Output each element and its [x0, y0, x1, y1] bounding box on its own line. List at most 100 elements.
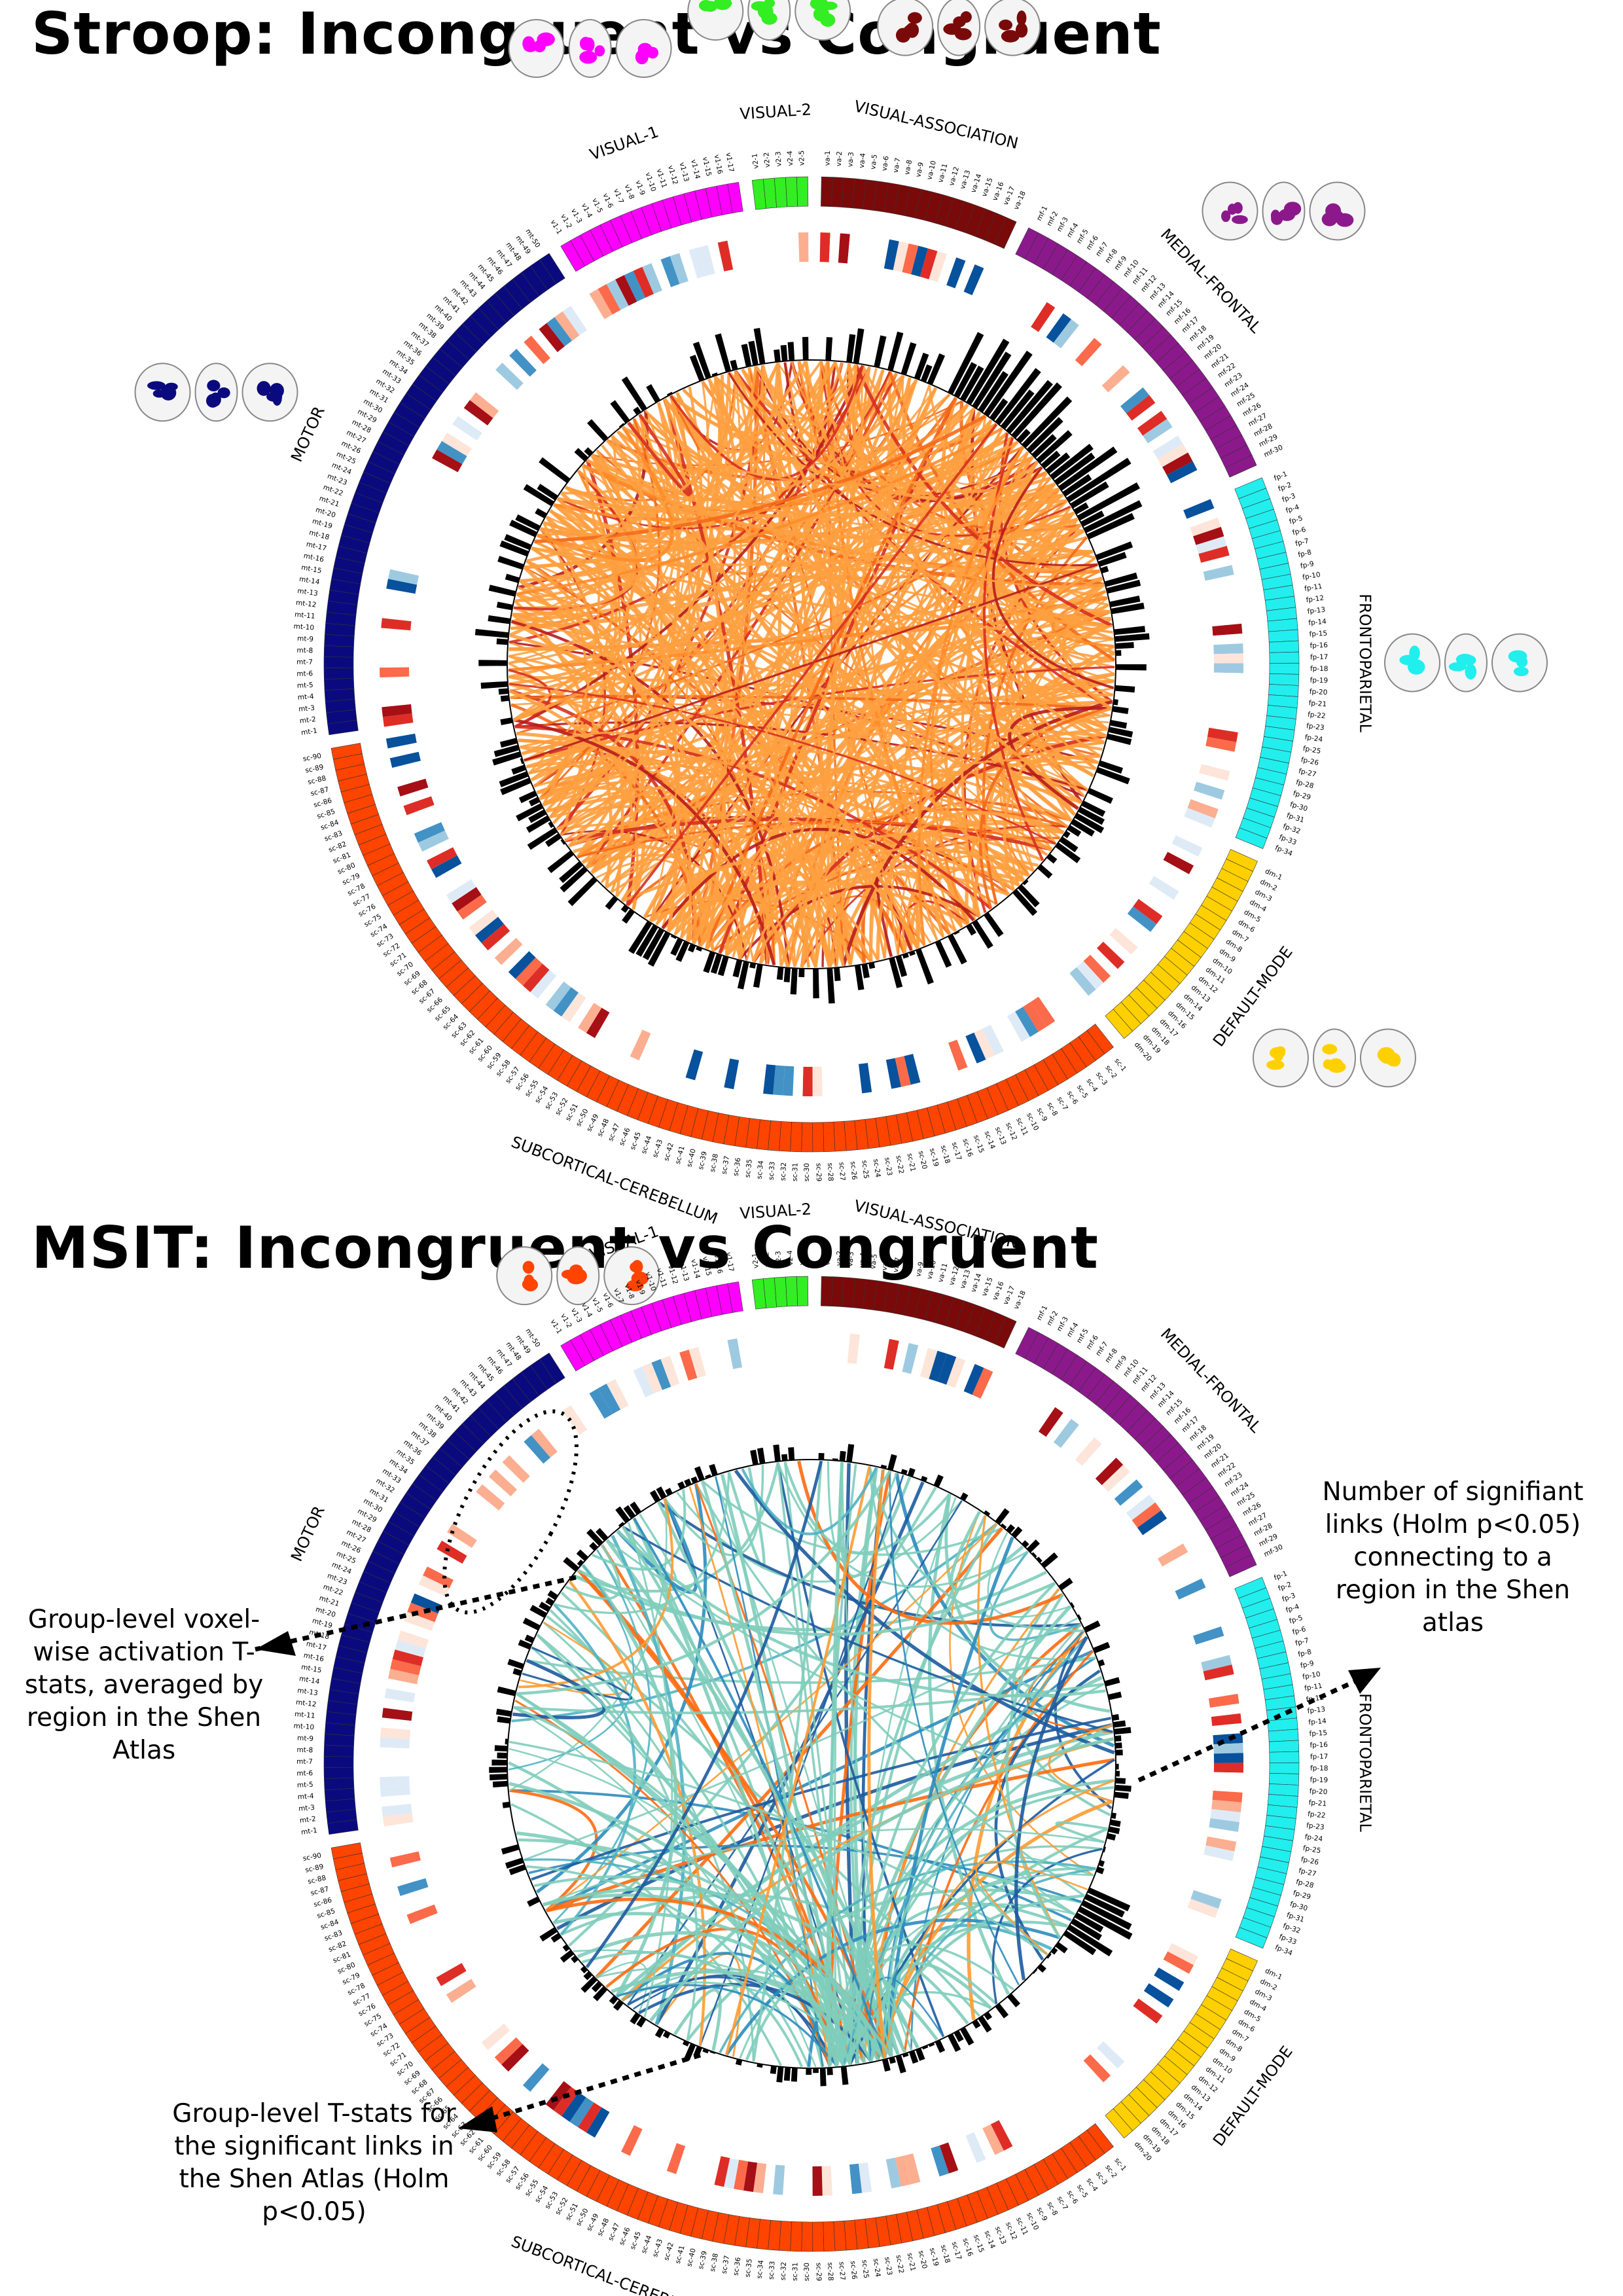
activation-cell: [1132, 403, 1162, 429]
link-count-bar: [1115, 1749, 1123, 1756]
link-count-bar: [499, 540, 529, 557]
link-chord: [518, 1498, 674, 1689]
node-label: fp-16: [1310, 641, 1328, 650]
link-count-bar: [703, 951, 716, 973]
activation-cell: [1088, 351, 1116, 380]
activation-cell: [783, 1066, 794, 1096]
link-count-bar: [522, 1617, 541, 1631]
node-label: sc-30: [803, 2263, 811, 2282]
network-fp: fp-1fp-2fp-3fp-4fp-5fp-6fp-7fp-8fp-9fp-1…: [1095, 470, 1374, 858]
activation-cell: [488, 931, 516, 958]
node-cell: [1268, 684, 1299, 697]
node-label: fp-13: [1307, 606, 1326, 616]
activation-cell: [1023, 1001, 1047, 1032]
node-label: sc-23: [883, 2256, 893, 2276]
activation-cell: [1031, 996, 1056, 1027]
link-count-bar: [1108, 1826, 1120, 1835]
activation-cell: [1213, 1772, 1243, 1783]
node-label: fp-30: [1289, 1900, 1309, 1912]
link-chord: [511, 620, 790, 967]
node-label: va-5: [869, 1253, 879, 1269]
activation-cell: [707, 242, 724, 274]
activation-cell: [1053, 319, 1079, 349]
link-count-bar: [670, 937, 683, 956]
link-chord: [950, 1511, 1024, 1591]
node-label: sc-83: [323, 1929, 344, 1943]
activation-cell: [380, 685, 410, 698]
link-count-bar: [1083, 500, 1143, 533]
node-label: sc-84: [319, 1918, 340, 1931]
node-cell: [774, 1276, 788, 1308]
activation-cell: [410, 493, 442, 514]
activation-cell: [387, 742, 419, 759]
activation-cell: [381, 618, 412, 631]
link-chord: [552, 374, 904, 824]
brain-activation-blob: [1015, 22, 1028, 38]
node-label: va-10: [925, 1259, 938, 1280]
node-label: mt-21: [318, 495, 340, 509]
link-count-bar: [749, 962, 757, 969]
link-count-bar: [984, 912, 1004, 937]
node-label: fp-29: [1293, 789, 1312, 802]
activation-cell: [571, 300, 596, 331]
activation-cell: [669, 253, 688, 284]
activation-cell: [531, 329, 558, 358]
link-chord: [546, 787, 919, 949]
node-label: v2-3: [774, 1251, 783, 1266]
node-label: fp-6: [1292, 1625, 1308, 1636]
node-label: v1-8: [623, 183, 636, 200]
link-count-bar: [732, 959, 743, 978]
node-cell: [1268, 1729, 1299, 1742]
brain-activation-blob: [217, 387, 230, 399]
node-label: sc-41: [674, 2245, 687, 2265]
node-label: v1-16: [713, 1253, 724, 1274]
node-label: sc-45: [629, 2231, 643, 2251]
node-label: sc-88: [307, 1874, 327, 1886]
activation-cell: [1090, 948, 1118, 977]
links-annotation: Number of signifiant links (Holm p<0.05)…: [1322, 1477, 1584, 1638]
link-count-bar: [989, 398, 1008, 421]
activation-cell: [401, 521, 432, 541]
link-chord: [545, 1649, 1094, 1912]
link-count-bar: [1109, 1819, 1121, 1827]
node-cell: [801, 2221, 813, 2252]
link-count-bar: [495, 1708, 512, 1717]
link-count-bar: [776, 967, 784, 980]
link-count-bar: [1115, 1784, 1132, 1792]
links: [508, 360, 1116, 968]
node-cell: [796, 1276, 809, 1306]
activation-cell: [990, 278, 1013, 308]
node-label: va-10: [925, 160, 938, 181]
activation-cell: [793, 1066, 804, 1096]
activation-cell: [1096, 941, 1125, 969]
link-count-bar: [610, 400, 630, 424]
link-chord: [508, 689, 715, 952]
node-label: sc-90: [302, 752, 322, 763]
node-label: sc-16: [961, 1138, 974, 1158]
link-count-bar: [1050, 443, 1094, 480]
node-label: fp-17: [1310, 653, 1329, 661]
activation-cell: [414, 821, 445, 843]
activation-cell: [793, 2166, 804, 2196]
activation-cell: [1196, 536, 1227, 554]
brain-activation-blob: [1513, 666, 1529, 677]
node-label: fp-6: [1292, 526, 1308, 537]
activation-cell: [1053, 1418, 1079, 1448]
node-label: sc-21: [906, 1153, 917, 1172]
activation-cell: [1211, 700, 1242, 713]
activation-cell: [911, 245, 928, 277]
brain-view: [1312, 1028, 1356, 1088]
activation-cell: [727, 238, 743, 270]
link-chord: [673, 1988, 722, 2051]
node-label: mt-4: [297, 692, 314, 702]
link-count-bar: [788, 1447, 795, 1461]
node-label: fp-21: [1308, 699, 1327, 708]
link-count-bar: [995, 368, 1041, 425]
link-count-bar: [574, 448, 589, 462]
node-label: mt-10: [293, 1722, 314, 1731]
link-chord: [543, 590, 1107, 807]
activation-cell: [858, 1062, 872, 1094]
link-count-bar: [1077, 806, 1105, 825]
activation-cell: [768, 1333, 781, 1364]
